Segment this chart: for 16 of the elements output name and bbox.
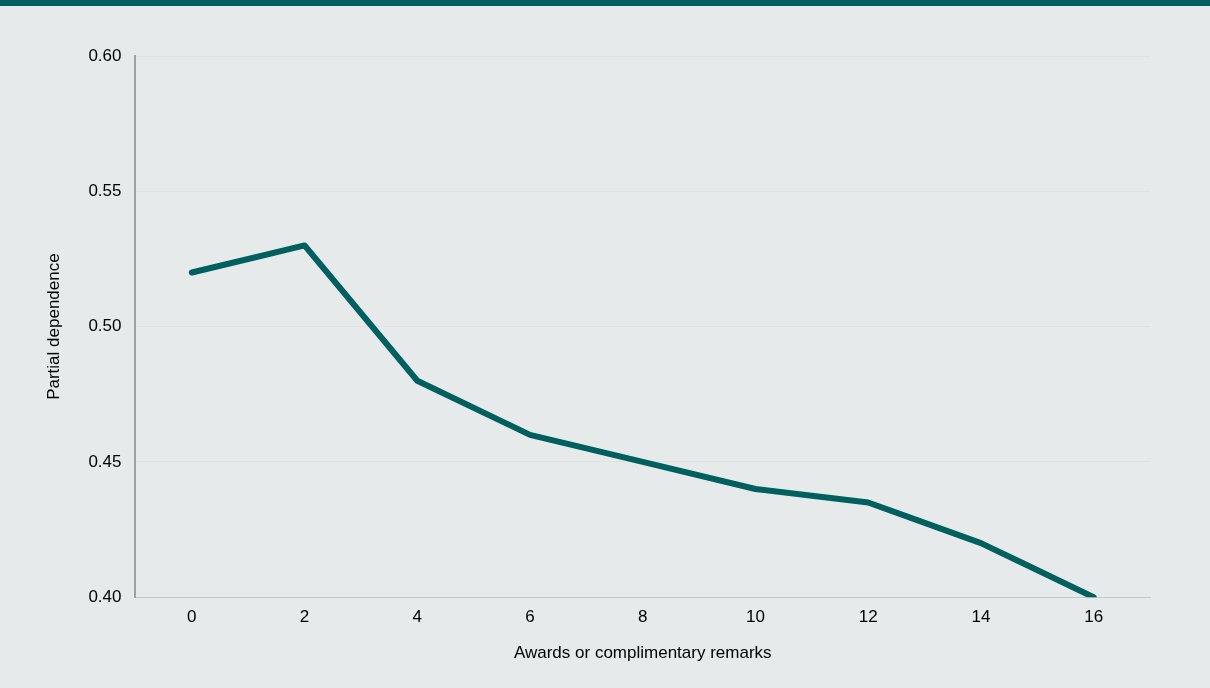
x-tick-label: 12 — [858, 607, 878, 627]
y-axis-title: Partial dependence — [43, 253, 63, 400]
x-tick-label: 6 — [525, 607, 535, 627]
y-tick-label: 0.60 — [88, 45, 122, 65]
x-tick-label: 4 — [412, 607, 423, 627]
y-tick-label: 0.55 — [88, 180, 122, 200]
x-tick-label: 8 — [638, 607, 648, 627]
y-tick-label: 0.50 — [88, 316, 122, 336]
x-tick-label: 10 — [746, 607, 765, 627]
y-tick-label: 0.40 — [88, 586, 122, 606]
x-tick-label: 14 — [971, 607, 991, 627]
y-tick-label: 0.45 — [88, 451, 122, 471]
x-tick-label: 0 — [187, 607, 197, 627]
x-tick-label: 16 — [1084, 607, 1104, 627]
x-axis-title: Awards or complimentary remarks — [513, 643, 772, 663]
x-tick-label: 2 — [299, 607, 310, 627]
